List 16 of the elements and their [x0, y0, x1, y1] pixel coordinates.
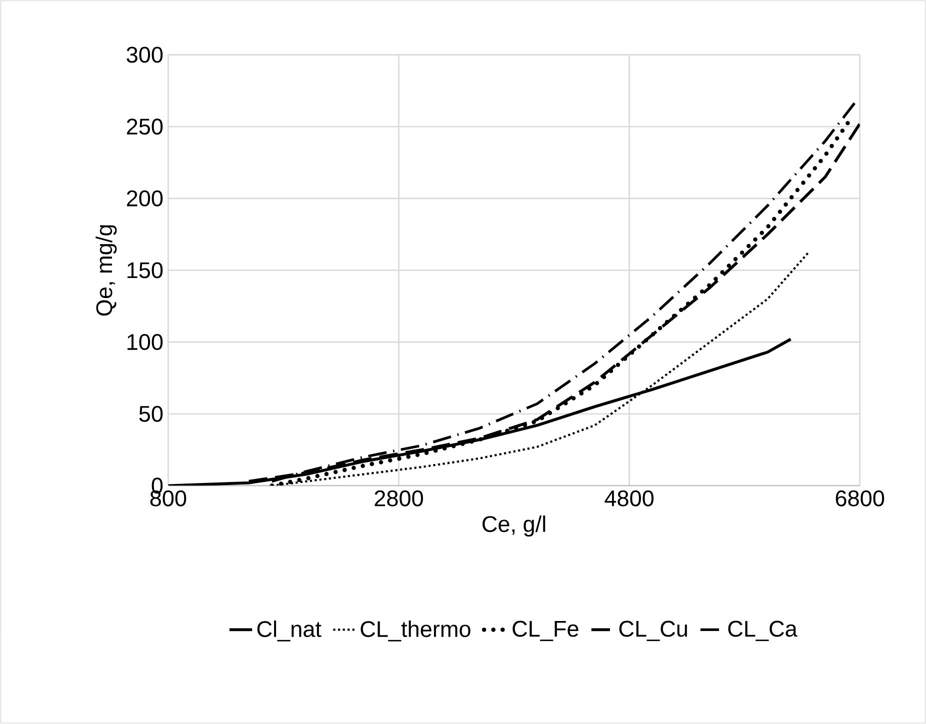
legend-label: CL_Cu	[619, 620, 687, 642]
x-tick-label: 2800	[374, 490, 423, 506]
y-tick-label: 100	[128, 334, 163, 350]
x-axis-title: Ce, g/l	[482, 516, 546, 537]
legend-label: Cl_nat	[257, 620, 322, 642]
y-tick-label: 50	[139, 406, 163, 422]
y-tick-label: 200	[126, 190, 163, 207]
legend-label: CL_thermo	[360, 620, 470, 642]
y-axis-title: Qe, mg/g	[96, 225, 117, 316]
x-tick-label: 6800	[836, 490, 884, 506]
x-tick-label: 4800	[604, 490, 654, 506]
legend-label: CL_Fe	[512, 620, 578, 642]
y-tick-label: 150	[128, 262, 163, 278]
legend-label: CL_Ca	[728, 620, 798, 642]
y-tick-label: 300	[126, 46, 163, 63]
y-tick-label: 250	[126, 118, 163, 135]
